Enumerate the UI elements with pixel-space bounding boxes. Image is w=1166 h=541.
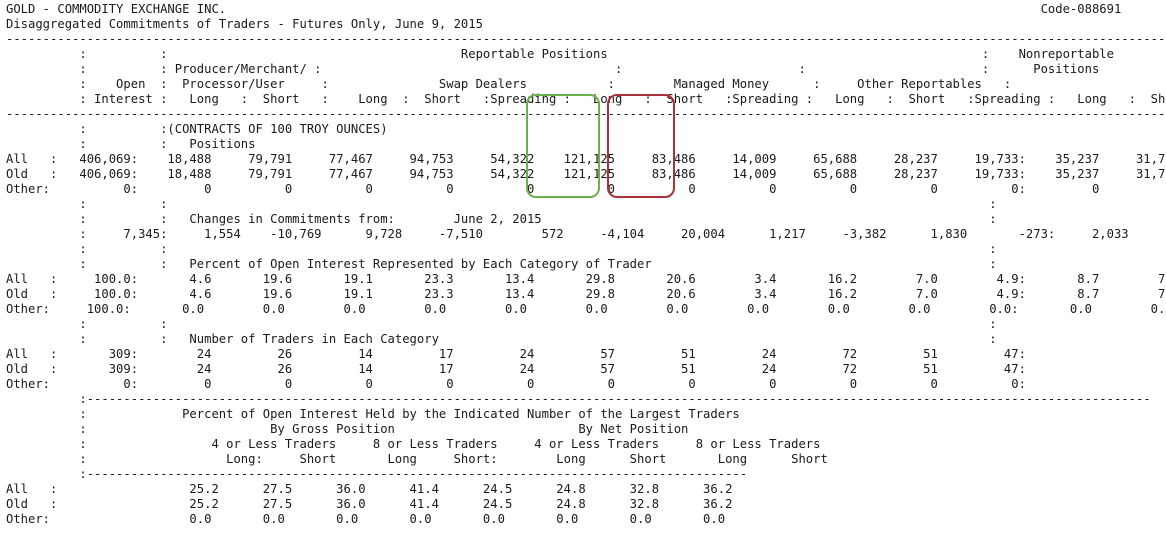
report-line: : By Gross Position By Net Position (6, 422, 689, 436)
report-line: Other: 0: 0 0 0 0 0 0 0 0 0 0 0: (6, 377, 1026, 391)
managed-money-long-highlight (526, 94, 600, 198)
report-line: : : Changes in Commitments from: June 2,… (6, 212, 997, 226)
managed-money-short-highlight (607, 94, 675, 198)
report-line: : :(CONTRACTS OF 100 TROY OUNCES) (6, 122, 388, 136)
report-line: : : Percent of Open Interest Represented… (6, 257, 997, 271)
report-line: : 7,345: 1,554 -10,769 9,728 -7,510 572 … (6, 227, 1166, 241)
report-line: All : 309: 24 26 14 17 24 57 51 24 72 51… (6, 347, 1026, 361)
report-line: : : : (6, 317, 997, 331)
report-line: : : : (6, 197, 997, 211)
report-line: : Long: Short Long Short: Long Short Lon… (6, 452, 828, 466)
report-line: : : Positions (6, 137, 256, 151)
report-line: : : Reportable Positions : Nonreportable (6, 47, 1114, 61)
report-line: All : 25.2 27.5 36.0 41.4 24.5 24.8 32.8… (6, 482, 733, 496)
report-line: : Open : Processor/User : Swap Dealers :… (6, 77, 1012, 91)
report-line: GOLD - COMMODITY EXCHANGE INC. Code-0886… (6, 2, 1122, 16)
report-line: :---------------------------------------… (6, 467, 748, 481)
report-line: Other: 0.0 0.0 0.0 0.0 0.0 0.0 0.0 0.0 (6, 512, 726, 526)
report-line: : : Producer/Merchant/ : : : : Positions (6, 62, 1100, 76)
report-line: : : : (6, 242, 997, 256)
report-line: : Interest : Long : Short : Long : Short… (6, 92, 1166, 106)
report-line: : 4 or Less Traders 8 or Less Traders 4 … (6, 437, 821, 451)
report-line: ----------------------------------------… (6, 107, 1166, 121)
report-line: ----------------------------------------… (6, 32, 1166, 46)
report-line: : Percent of Open Interest Held by the I… (6, 407, 740, 421)
report-line: :---------------------------------------… (6, 392, 1151, 406)
cot-report-text: GOLD - COMMODITY EXCHANGE INC. Code-0886… (6, 2, 1166, 527)
report-line: Old : 100.0: 4.6 19.6 19.1 23.3 13.4 29.… (6, 287, 1166, 301)
report-line: Old : 25.2 27.5 36.0 41.4 24.5 24.8 32.8… (6, 497, 733, 511)
report-line: Disaggregated Commitments of Traders - F… (6, 17, 483, 31)
report-line: : : Number of Traders in Each Category : (6, 332, 997, 346)
report-line: All : 406,069: 18,488 79,791 77,467 94,7… (6, 152, 1166, 166)
report-line: Old : 309: 24 26 14 17 24 57 51 24 72 51… (6, 362, 1026, 376)
report-line: Old : 406,069: 18,488 79,791 77,467 94,7… (6, 167, 1166, 181)
report-line: Other: 100.0: 0.0 0.0 0.0 0.0 0.0 0.0 0.… (6, 302, 1166, 316)
report-line: All : 100.0: 4.6 19.6 19.1 23.3 13.4 29.… (6, 272, 1166, 286)
